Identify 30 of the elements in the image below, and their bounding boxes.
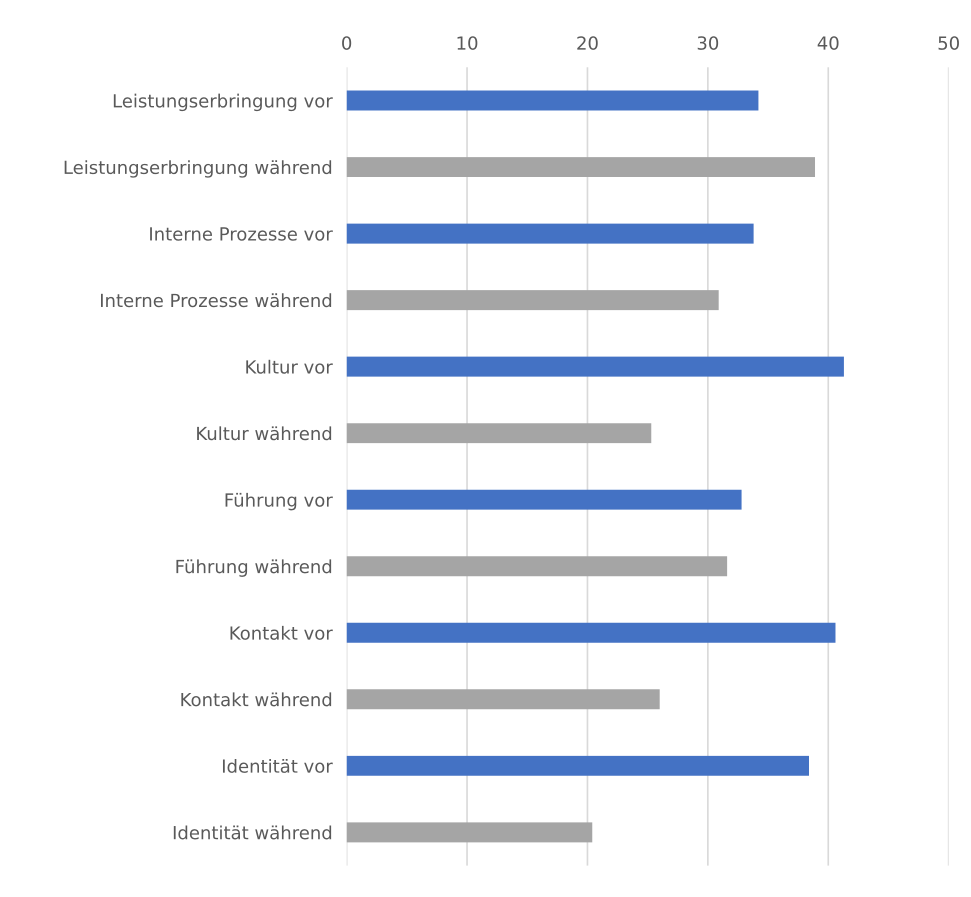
bar xyxy=(346,822,592,842)
y-tick-label: Identität während xyxy=(174,825,332,840)
y-tick-label: Interne Prozesse während xyxy=(100,293,332,308)
bar xyxy=(346,290,719,310)
x-tick-label: 10 xyxy=(458,36,478,50)
x-tick-label: 0 xyxy=(342,36,352,50)
bar xyxy=(346,490,742,510)
bar xyxy=(346,90,758,111)
x-tick-label: 40 xyxy=(818,36,839,50)
bar xyxy=(346,756,809,776)
y-tick-label: Kultur während xyxy=(197,426,332,440)
y-tick-label: Leistungserbringung während xyxy=(64,160,332,178)
y-tick-label: Führung während xyxy=(176,559,332,577)
bar xyxy=(346,622,836,643)
bar xyxy=(346,689,660,710)
bar xyxy=(346,157,816,178)
x-tick-label: 30 xyxy=(698,36,718,50)
bar xyxy=(346,556,728,576)
y-tick-label: Kontakt vor xyxy=(230,626,333,640)
y-tick-label: Kontakt während xyxy=(181,692,332,706)
y-tick-label: Leistungserbringung vor xyxy=(114,94,333,112)
y-tick-label: Interne Prozesse vor xyxy=(150,227,333,241)
x-tick-label: 20 xyxy=(577,36,598,50)
bar xyxy=(346,356,844,377)
bar xyxy=(346,224,754,244)
x-tick-label: 50 xyxy=(938,36,959,50)
y-tick-label: Identität vor xyxy=(222,758,333,773)
y-tick-label: Führung vor xyxy=(226,492,333,510)
y-tick-label: Kultur vor xyxy=(246,360,333,374)
bar xyxy=(346,423,652,444)
